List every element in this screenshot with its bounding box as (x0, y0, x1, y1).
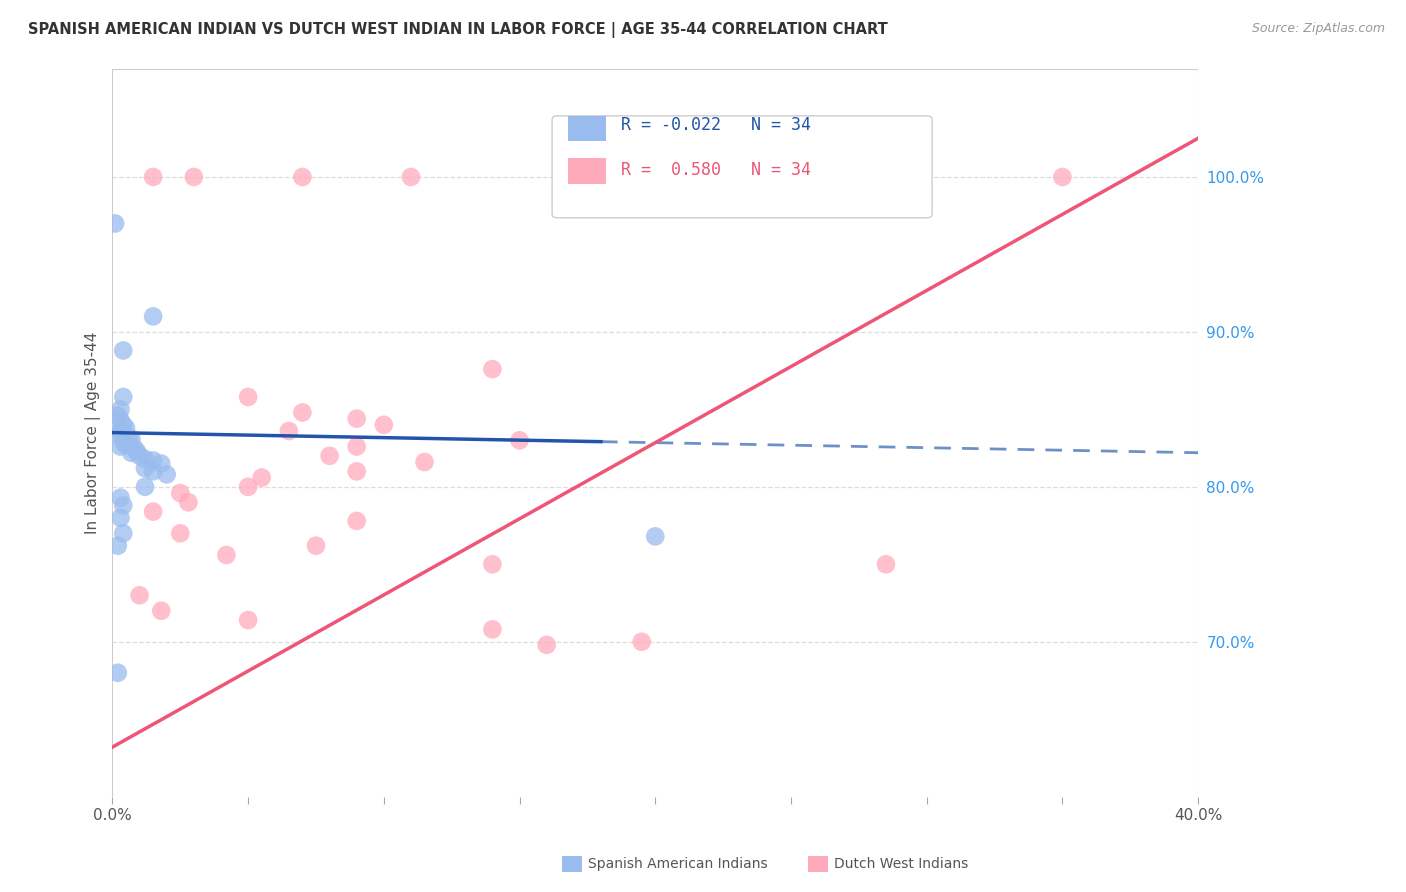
Point (142, 464, 165, 478)
Point (875, 558, 897, 572)
Point (177, 495, 200, 509)
FancyBboxPatch shape (553, 116, 932, 218)
Point (236, 480, 259, 494)
Point (110, 413, 132, 427)
Point (291, 405, 314, 419)
Point (134, 452, 156, 467)
Point (373, 417, 395, 432)
Point (115, 421, 138, 435)
Point (107, 427, 129, 442)
Point (110, 511, 132, 525)
Point (250, 470, 273, 484)
Point (128, 449, 150, 463)
Point (142, 169, 165, 184)
Point (112, 499, 135, 513)
Point (346, 514, 368, 528)
Text: R = -0.022   N = 34: R = -0.022 N = 34 (620, 116, 810, 135)
Point (134, 480, 156, 494)
Point (536, 638, 558, 652)
Point (644, 529, 666, 543)
Point (183, 169, 205, 184)
Point (346, 464, 368, 478)
Point (481, 623, 503, 637)
Point (134, 461, 156, 475)
Point (169, 486, 191, 500)
Point (630, 634, 652, 648)
Point (346, 440, 368, 454)
Point (169, 526, 191, 541)
Point (110, 440, 132, 454)
Point (128, 588, 150, 602)
FancyBboxPatch shape (568, 158, 606, 184)
Text: SPANISH AMERICAN INDIAN VS DUTCH WEST INDIAN IN LABOR FORCE | AGE 35-44 CORRELAT: SPANISH AMERICAN INDIAN VS DUTCH WEST IN… (28, 22, 887, 38)
Point (115, 438, 138, 452)
Point (125, 444, 148, 458)
Point (107, 409, 129, 423)
Point (318, 449, 340, 463)
Point (481, 558, 503, 572)
Point (150, 457, 173, 471)
Point (112, 417, 135, 432)
Point (107, 665, 129, 680)
Point (156, 467, 179, 482)
Text: Source: ZipAtlas.com: Source: ZipAtlas.com (1251, 22, 1385, 36)
Point (236, 613, 259, 627)
Point (142, 453, 165, 467)
Point (142, 505, 165, 519)
Text: Dutch West Indians: Dutch West Indians (834, 857, 967, 871)
Point (305, 539, 328, 553)
Point (413, 455, 436, 469)
Point (110, 491, 132, 505)
Point (277, 424, 299, 438)
Point (142, 310, 165, 324)
Point (346, 411, 368, 425)
Point (236, 390, 259, 404)
Point (122, 441, 145, 455)
Point (509, 434, 531, 448)
Point (112, 343, 135, 358)
Point (120, 446, 142, 460)
Point (150, 604, 173, 618)
Point (104, 217, 127, 231)
Point (120, 432, 142, 446)
Text: Spanish American Indians: Spanish American Indians (588, 857, 768, 871)
Point (110, 402, 132, 417)
Point (112, 434, 135, 449)
Point (481, 362, 503, 376)
Point (107, 539, 129, 553)
Point (215, 548, 238, 562)
Point (118, 430, 141, 444)
Point (291, 169, 314, 184)
Point (399, 169, 422, 184)
Point (576, 169, 599, 184)
Point (112, 390, 135, 404)
Y-axis label: In Labor Force | Age 35-44: In Labor Force | Age 35-44 (86, 332, 101, 533)
Point (1052, 169, 1074, 184)
Point (112, 526, 135, 541)
Text: R =  0.580   N = 34: R = 0.580 N = 34 (620, 161, 810, 179)
Point (110, 424, 132, 438)
FancyBboxPatch shape (568, 116, 606, 141)
